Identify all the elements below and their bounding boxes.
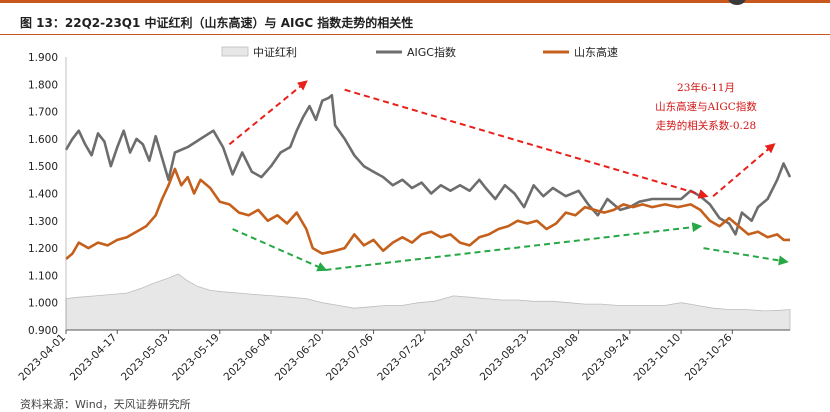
y-tick-label: 1.600 bbox=[28, 134, 58, 146]
series-line-aigc bbox=[64, 93, 792, 236]
legend-label: 中证红利 bbox=[253, 46, 297, 59]
x-tick-label: 2023-05-19 bbox=[170, 332, 222, 384]
header-rule bbox=[0, 0, 830, 3]
y-tick-label: 1.200 bbox=[28, 243, 58, 255]
trend-arrow-red bbox=[344, 88, 709, 199]
x-tick-label: 2023-05-03 bbox=[119, 332, 171, 384]
series-area-zhongzheng bbox=[65, 273, 791, 331]
y-tick-label: 0.900 bbox=[28, 325, 58, 337]
trend-arrow-red bbox=[228, 80, 308, 146]
trend-arrow-red bbox=[712, 143, 776, 197]
x-tick-label: 2023-08-07 bbox=[427, 332, 479, 384]
y-tick-label: 1.800 bbox=[28, 79, 58, 91]
x-tick-label: 2023-09-24 bbox=[580, 331, 632, 383]
y-tick-label: 1.400 bbox=[28, 189, 58, 201]
trend-arrow-green bbox=[325, 222, 703, 271]
trend-arrow-green bbox=[703, 247, 789, 266]
legend-label: AIGC指数 bbox=[407, 45, 456, 59]
legend: 中证红利 AIGC指数 山东高速 bbox=[221, 45, 618, 59]
trend-arrow-green bbox=[232, 228, 328, 272]
x-tick-label: 2023-06-20 bbox=[273, 332, 325, 384]
annotation-line: 山东高速与AIGC指数 bbox=[655, 100, 757, 113]
y-tick-label: 1.300 bbox=[28, 216, 58, 228]
x-tick-label: 2023-07-06 bbox=[324, 331, 376, 383]
source-note: 资料来源：Wind，天风证券研究所 bbox=[20, 398, 191, 411]
legend-swatch-area bbox=[221, 46, 249, 57]
annotation-line: 23年6-11月 bbox=[677, 81, 735, 94]
y-tick-label: 1.100 bbox=[28, 270, 58, 282]
y-tick-label: 1.000 bbox=[28, 298, 58, 310]
x-tick-label: 2023-08-23 bbox=[478, 332, 530, 384]
trend-arrows bbox=[228, 80, 789, 272]
y-tick-label: 1.900 bbox=[28, 52, 58, 64]
legend-label: 山东高速 bbox=[574, 45, 618, 59]
x-tick-label: 2023-10-26 bbox=[683, 331, 735, 383]
x-tick-label: 2023-09-08 bbox=[529, 332, 581, 384]
title-divider bbox=[0, 34, 830, 35]
figure-title: 图 13：22Q2-23Q1 中证红利（山东高速）与 AIGC 指数走势的相关性 bbox=[20, 16, 414, 30]
x-tick-label: 2023-04-01 bbox=[16, 332, 68, 384]
x-tick-label: 2023-07-22 bbox=[375, 332, 427, 384]
series-layer bbox=[64, 93, 792, 331]
x-tick-label: 2023-06-04 bbox=[222, 331, 274, 383]
y-tick-label: 1.500 bbox=[28, 161, 58, 173]
x-tick-label: 2023-10-10 bbox=[632, 332, 684, 384]
x-tick-label: 2023-04-17 bbox=[68, 332, 120, 384]
annotation-line: 走势的相关系数-0.28 bbox=[656, 119, 756, 132]
series-line-shandong bbox=[65, 167, 790, 260]
y-tick-label: 1.700 bbox=[28, 107, 58, 119]
logo-mark bbox=[728, 0, 746, 5]
